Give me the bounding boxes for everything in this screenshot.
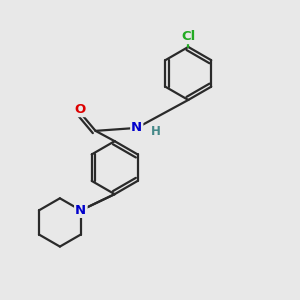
Text: N: N — [131, 122, 142, 134]
Text: N: N — [75, 204, 86, 217]
Text: N: N — [75, 204, 86, 217]
Text: O: O — [75, 103, 86, 116]
Text: Cl: Cl — [181, 30, 195, 43]
Text: H: H — [151, 125, 161, 138]
